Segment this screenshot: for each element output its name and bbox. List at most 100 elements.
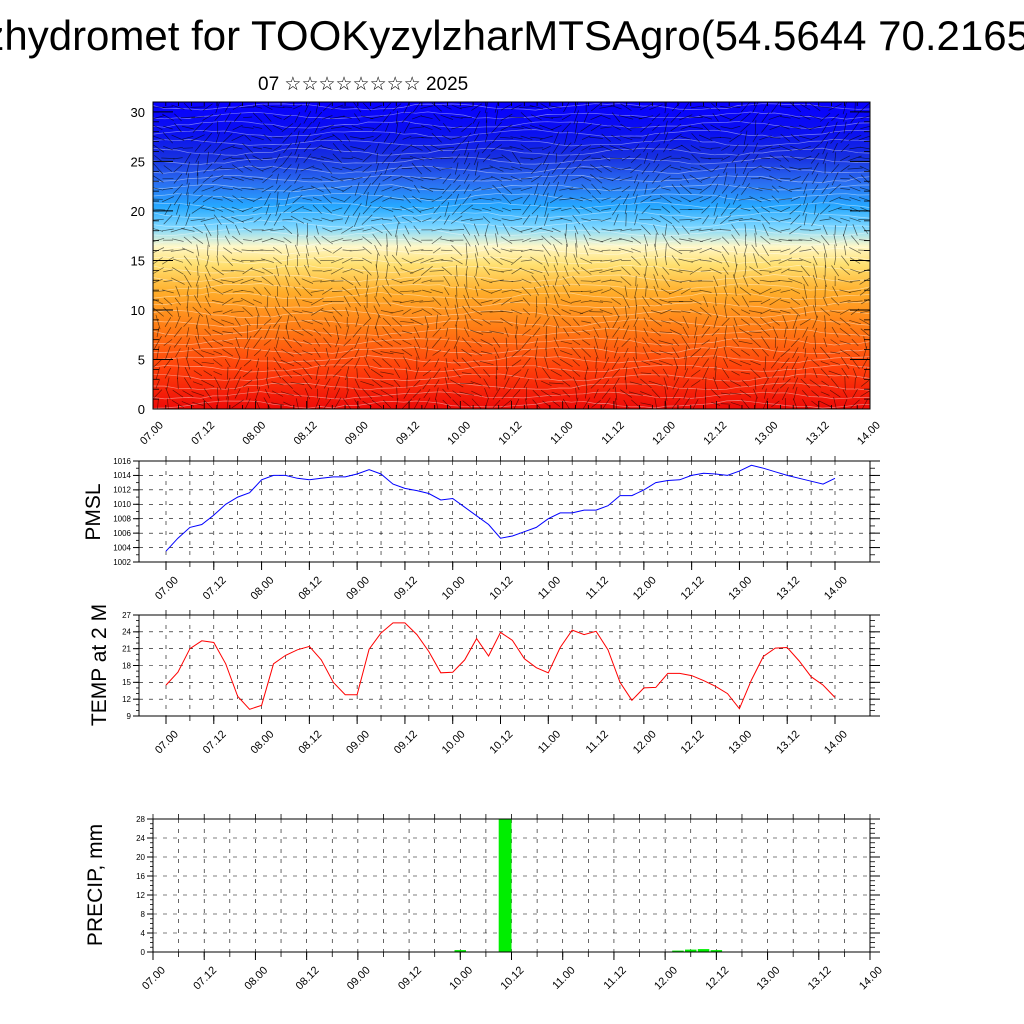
wind-arrow	[619, 135, 633, 141]
wind-arrow	[212, 310, 223, 313]
wind-arrow	[822, 152, 828, 165]
wind-arrow	[651, 369, 660, 377]
wind-arrow	[860, 125, 870, 130]
wind-arrow	[252, 206, 263, 213]
wind-arrow	[500, 258, 513, 264]
wind-arrow	[699, 289, 712, 293]
wind-arrow	[302, 207, 313, 212]
wind-arrow	[551, 162, 561, 175]
wind-arrow	[173, 327, 182, 338]
wind-arrow	[731, 153, 740, 163]
wind-arrow	[474, 161, 479, 176]
wind-arrow	[431, 177, 442, 181]
precip-xtick-label: 12.12	[703, 964, 731, 992]
wind-arrow	[522, 297, 531, 306]
wind-arrow	[694, 316, 697, 328]
wind-arrow	[601, 289, 612, 294]
wind-arrow	[539, 135, 553, 140]
wind-arrow	[315, 366, 319, 380]
wind-arrow	[371, 172, 383, 185]
heat-xtick-label: 10.12	[496, 419, 524, 447]
wind-arrow	[848, 289, 862, 293]
wind-arrow	[394, 358, 400, 368]
wind-arrow	[354, 113, 361, 122]
wind-arrow	[800, 378, 811, 389]
wind-arrow	[580, 290, 592, 293]
wind-arrow	[591, 195, 601, 204]
wind-arrow	[280, 391, 294, 396]
wind-arrow	[222, 309, 233, 315]
wind-arrow	[410, 300, 424, 303]
wind-arrow	[539, 227, 554, 232]
heat-xtick-label: 10.00	[445, 419, 473, 447]
wind-arrow	[482, 154, 491, 163]
temp-xtick-label: 12.12	[679, 728, 707, 756]
wind-arrow	[310, 156, 324, 161]
wind-arrow	[572, 318, 580, 326]
wind-arrow	[295, 130, 300, 145]
temp-series-line	[165, 622, 836, 710]
wind-arrow	[252, 126, 263, 129]
wind-arrow	[291, 186, 304, 192]
wind-arrow	[375, 326, 379, 338]
wind-arrow	[511, 267, 522, 275]
wind-arrow	[253, 286, 262, 296]
wind-arrow	[574, 397, 579, 409]
wind-arrow	[192, 184, 203, 194]
wind-arrow	[690, 290, 701, 293]
wind-arrow	[314, 347, 321, 358]
wind-arrow	[802, 399, 809, 409]
wind-arrow	[382, 112, 392, 123]
wind-arrow	[749, 300, 762, 303]
wind-arrow	[840, 266, 851, 276]
wind-arrow	[670, 235, 681, 245]
wind-arrow	[400, 268, 414, 274]
wind-arrow	[790, 297, 801, 306]
wind-arrow	[243, 239, 253, 242]
wind-arrow	[854, 377, 856, 389]
wind-arrow	[162, 289, 174, 294]
wind-arrow	[500, 184, 513, 194]
wind-arrow	[261, 228, 274, 232]
wind-arrow	[741, 398, 750, 409]
wind-arrow	[153, 228, 164, 232]
wind-arrow	[495, 367, 498, 379]
wind-arrow	[330, 176, 344, 182]
wind-arrow	[604, 327, 608, 338]
wind-arrow	[552, 285, 561, 298]
wind-arrow	[601, 115, 611, 120]
wind-arrow	[213, 165, 223, 172]
wind-arrow	[275, 202, 280, 217]
wind-arrow	[563, 327, 570, 337]
wind-arrow	[621, 266, 631, 276]
wind-arrow	[485, 234, 489, 246]
wind-arrow	[700, 105, 711, 109]
wind-arrow	[363, 368, 371, 378]
wind-arrow	[719, 136, 732, 139]
wind-arrow	[760, 298, 771, 305]
wind-arrow	[420, 257, 434, 264]
wind-arrow	[301, 319, 314, 325]
wind-arrow	[311, 307, 324, 316]
wind-arrow	[463, 294, 471, 309]
wind-arrow	[220, 145, 235, 151]
wind-arrow	[650, 197, 662, 201]
precip-ytick-label: 12	[136, 891, 145, 900]
wind-arrow	[435, 314, 438, 330]
wind-arrow	[240, 278, 255, 284]
wind-arrow	[563, 265, 569, 277]
wind-arrow	[724, 337, 727, 348]
wind-arrow	[633, 174, 639, 184]
wind-arrow	[620, 276, 632, 286]
wind-arrow	[849, 196, 861, 202]
wind-arrow	[611, 195, 622, 203]
wind-arrow	[274, 367, 281, 379]
wind-arrow	[431, 102, 442, 112]
wind-arrow	[581, 218, 591, 222]
temp-frame	[138, 614, 871, 717]
wind-arrow	[642, 337, 650, 348]
wind-arrow	[828, 216, 842, 223]
wind-arrow	[601, 186, 611, 192]
wind-arrow	[491, 197, 502, 201]
wind-arrow	[741, 183, 750, 195]
